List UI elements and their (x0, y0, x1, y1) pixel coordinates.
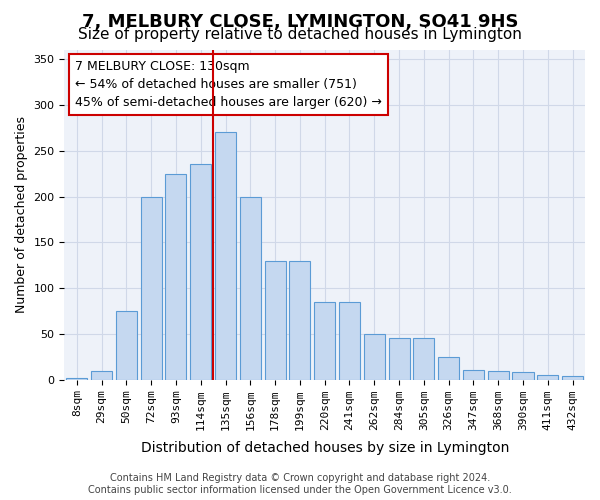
Bar (463, 370, 484, 380)
Bar (339, 302, 360, 380)
Bar (364, 334, 385, 380)
Bar (289, 260, 310, 380)
Bar (116, 311, 137, 380)
Bar (190, 164, 211, 380)
Bar (166, 174, 187, 380)
Y-axis label: Number of detached properties: Number of detached properties (15, 116, 28, 314)
Bar (66, 378, 88, 380)
Bar (215, 132, 236, 380)
Bar (91, 370, 112, 380)
Bar (140, 196, 162, 380)
Text: 7, MELBURY CLOSE, LYMINGTON, SO41 9HS: 7, MELBURY CLOSE, LYMINGTON, SO41 9HS (82, 12, 518, 30)
Bar (438, 357, 459, 380)
Bar (389, 338, 410, 380)
X-axis label: Distribution of detached houses by size in Lymington: Distribution of detached houses by size … (140, 441, 509, 455)
Bar (562, 376, 583, 380)
Bar (265, 260, 286, 380)
Text: Contains HM Land Registry data © Crown copyright and database right 2024.
Contai: Contains HM Land Registry data © Crown c… (88, 474, 512, 495)
Bar (512, 372, 533, 380)
Bar (537, 375, 559, 380)
Bar (413, 338, 434, 380)
Bar (240, 196, 261, 380)
Bar (488, 370, 509, 380)
Text: 7 MELBURY CLOSE: 130sqm
← 54% of detached houses are smaller (751)
45% of semi-d: 7 MELBURY CLOSE: 130sqm ← 54% of detache… (75, 60, 382, 109)
Bar (314, 302, 335, 380)
Text: Size of property relative to detached houses in Lymington: Size of property relative to detached ho… (78, 28, 522, 42)
